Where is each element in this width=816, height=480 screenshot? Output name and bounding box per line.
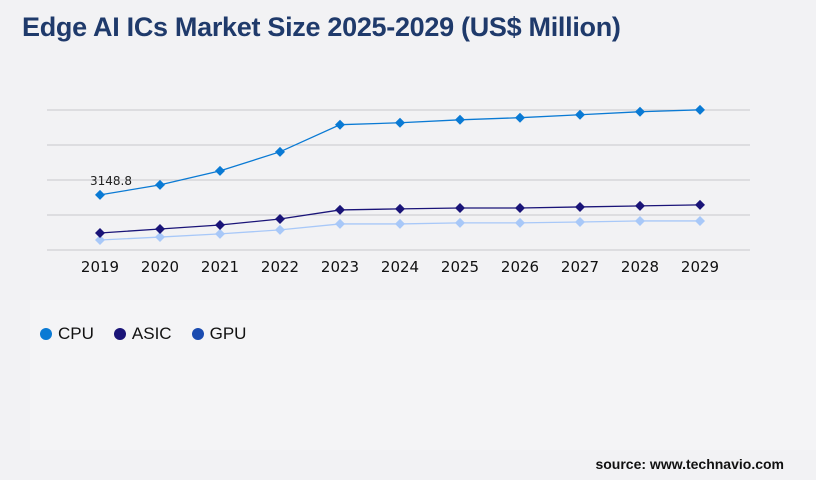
data-point-cpu <box>95 189 105 200</box>
data-point-cpu <box>155 179 165 190</box>
line-chart: 2019 2020 2021 2022 2023 2024 2025 2026 2027 2028… <box>47 104 750 276</box>
data-point-asic <box>575 201 585 212</box>
data-point-asic <box>695 199 705 210</box>
data-point-asic <box>155 224 165 234</box>
data-point-asic <box>335 204 345 215</box>
data-point-cpu <box>635 106 645 117</box>
data-point-gpu <box>95 235 105 246</box>
x-tick-label: 2024 <box>381 258 419 276</box>
data-point-asic <box>515 203 525 213</box>
x-tick-label: 2019 <box>81 258 119 276</box>
legend-marker <box>191 328 204 340</box>
x-tick-label: 2021 <box>201 258 239 276</box>
legend-item-gpu: GPU <box>191 324 247 344</box>
legend-panel <box>30 300 816 450</box>
data-point-gpu <box>275 224 285 235</box>
legend: CPU ASIC GPU <box>40 324 246 344</box>
data-point-gpu <box>155 232 165 243</box>
legend-item-asic: ASIC <box>113 324 172 344</box>
data-point-asic <box>275 214 285 225</box>
x-tick-label: 2028 <box>621 258 659 276</box>
data-point-gpu <box>575 217 585 227</box>
data-point-cpu <box>215 165 225 176</box>
x-tick-label: 2023 <box>321 258 359 276</box>
x-tick-label: 2020 <box>141 258 179 276</box>
legend-label: CPU <box>58 324 94 343</box>
data-point-gpu <box>395 218 405 229</box>
data-point-cpu <box>395 117 405 128</box>
legend-marker <box>40 328 52 340</box>
legend-label: ASIC <box>131 324 172 343</box>
data-point-asic <box>215 219 225 230</box>
data-point-gpu <box>635 215 645 226</box>
legend-item-cpu: CPU <box>40 324 94 344</box>
data-point-cpu <box>515 112 525 123</box>
x-tick-label: 2029 <box>681 258 719 276</box>
data-point-gpu <box>455 217 465 228</box>
data-point-cpu <box>695 104 705 115</box>
data-point-cpu <box>335 119 345 130</box>
data-label: 3148.8 <box>90 174 132 188</box>
data-point-cpu <box>275 146 285 157</box>
x-tick-label: 2026 <box>501 258 539 276</box>
legend-marker <box>113 328 126 340</box>
data-point-asic <box>455 203 465 213</box>
x-tick-label: 2027 <box>561 258 599 276</box>
data-point-gpu <box>335 218 345 229</box>
legend-label: GPU <box>209 324 247 343</box>
data-point-gpu <box>515 217 525 228</box>
data-point-cpu <box>575 109 585 120</box>
data-point-gpu <box>215 228 225 239</box>
data-point-asic <box>95 228 105 239</box>
x-tick-label: 2025 <box>441 258 479 276</box>
data-point-gpu <box>695 215 705 226</box>
data-point-asic <box>635 200 645 211</box>
chart-title: Edge AI ICs Market Size 2025-2029 (US$ M… <box>22 12 621 42</box>
data-point-asic <box>395 203 405 214</box>
data-point-cpu <box>455 114 465 125</box>
x-tick-label: 2022 <box>261 258 299 276</box>
source-text: source: www.technavio.com <box>595 456 784 472</box>
